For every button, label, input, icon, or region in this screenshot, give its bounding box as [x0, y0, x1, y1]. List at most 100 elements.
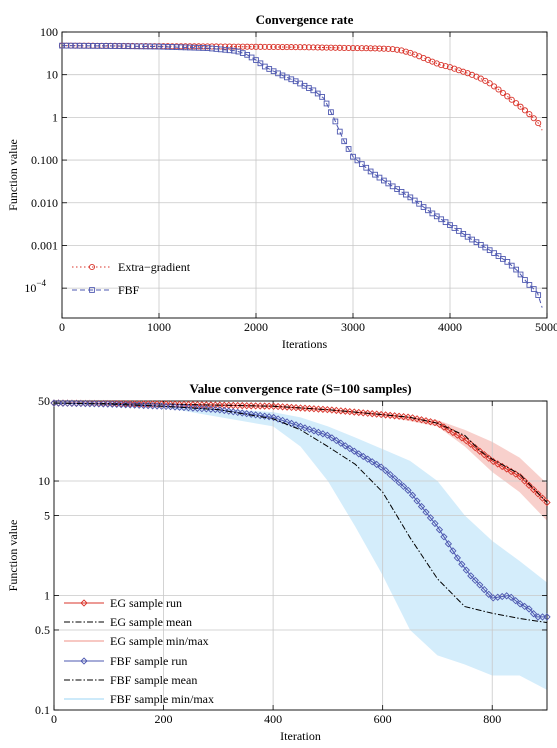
chart1-series-1-point-44 [253, 57, 259, 63]
chart2-series-3-point-106 [525, 605, 533, 613]
chart2-series-3-point-49 [269, 413, 278, 422]
chart1-series-0-point-58 [314, 44, 321, 51]
chart1-series-1-point-107 [530, 286, 537, 292]
chart1-series-1-line [61, 45, 543, 308]
chart1-xtick-5: 5000 [535, 320, 557, 334]
chart2-series-3-point-63 [332, 436, 340, 445]
chart1-series-0-point-101 [504, 93, 511, 100]
chart2-series-0-point-57 [305, 404, 314, 413]
chart1-series-1-point-72 [376, 174, 383, 181]
chart2-grid [54, 401, 547, 710]
chart2-series-3-point-97 [485, 590, 493, 599]
chart2-series-0-point-50 [274, 402, 282, 411]
chart1-series-0-point-43 [248, 43, 255, 50]
chart1-series-1-point-85 [433, 213, 440, 220]
chart1-series-0-point-77 [398, 47, 405, 54]
chart1-series-0-point-67 [354, 45, 361, 52]
chart2-series-3-point-78 [399, 482, 408, 491]
chart1-series-0-point-98 [491, 83, 498, 90]
chart1-series-0-point-76 [394, 46, 401, 53]
chart1-series-1-point-58 [314, 90, 321, 97]
chart1-series-1-point-103 [513, 266, 519, 273]
chart1-x-axis-label: Iterations [282, 337, 328, 350]
chart2-x-axis-label: Iteration [280, 729, 321, 743]
chart2-legend-item-2-label: EG sample min/max [110, 634, 209, 648]
chart2-series-0-point-109 [538, 494, 547, 502]
chart1-legend-item-0-marker [88, 263, 96, 271]
chart2-series-3-point-32 [193, 404, 202, 412]
chart2-bands [54, 402, 547, 690]
chart2-series-3-point-33 [198, 405, 206, 413]
chart1-series-0-point-71 [371, 45, 379, 52]
chart1-title: Convergence rate [256, 12, 354, 27]
chart2-series-0-point-54 [292, 404, 300, 412]
chart2-series-3-point-30 [184, 404, 193, 412]
chart1-series-0-point-52 [288, 44, 295, 51]
chart1-ytick-1: 10 [46, 68, 58, 82]
chart2-series-0-point-73 [377, 410, 385, 419]
chart2-series-3-point-65 [341, 442, 349, 450]
chart1-series-0-point-100 [499, 89, 506, 96]
chart1-series-0-point-41 [239, 43, 246, 50]
chart2-series-0-point-71 [368, 410, 376, 418]
chart2-xtick-0: 0 [51, 712, 57, 726]
chart1-ytick-3: 0.100 [31, 153, 58, 167]
chart1-series-0-point-72 [376, 45, 383, 52]
chart2-series-0-point-99 [494, 460, 502, 468]
chart1-series-1-point-60 [323, 100, 330, 107]
chart1-series-1-point-73 [381, 177, 387, 184]
chart2-series-4-line [53, 402, 548, 624]
chart1-ytick-6: 10−4 [24, 278, 46, 295]
chart2-series-3-point-83 [422, 508, 430, 516]
chart2-series-3-point-60 [319, 430, 327, 438]
chart2-series-0-point-64 [337, 407, 345, 415]
chart2-series-0-point-107 [529, 485, 538, 494]
chart2-series-0-point-105 [520, 477, 529, 485]
chart1-series-0-point-42 [244, 43, 251, 50]
chart2-series-3-point-104 [516, 600, 524, 608]
chart2-series-0-point-84 [426, 418, 435, 426]
chart2-series-3-point-31 [189, 404, 197, 412]
chart1-series-0-point-51 [283, 44, 290, 51]
chart2-series-3-point-101 [503, 592, 511, 600]
chart2-band-1 [54, 402, 547, 690]
chart2-series-3-point-94 [471, 576, 479, 585]
chart1-series-1-point-87 [442, 219, 449, 226]
chart2-series-0-point-95 [476, 447, 484, 455]
chart2-series-3-point-71 [368, 458, 376, 466]
chart1-series-0-point-47 [266, 43, 273, 50]
chart2-legend-item-3-label: FBF sample run [110, 654, 187, 668]
chart1-series-1-point-104 [517, 271, 524, 278]
chart2-legend: EG sample run EG sample mean EG sample min… [64, 596, 214, 706]
chart2-series-3-point-17 [126, 401, 134, 409]
chart2-series-0-point-97 [485, 454, 493, 462]
chart1-series-1-point-59 [319, 94, 325, 100]
chart1-series-1-point-100 [500, 256, 506, 262]
chart2-series-3-point-47 [261, 412, 269, 420]
chart2-legend-item-0-label: EG sample run [110, 596, 182, 610]
chart1-frame [61, 31, 548, 319]
chart1-series-1-point-98 [491, 250, 497, 256]
chart1-y-axis-label: Function value [6, 139, 20, 211]
chart2-series-0-point-63 [332, 406, 340, 415]
chart2-series-0-point-65 [341, 407, 349, 415]
chart2-series-3-point-67 [350, 447, 358, 455]
chart1-legend: Extra−gradient FBF [72, 260, 191, 297]
chart2-series-3-markers [50, 399, 551, 621]
chart1-series-1-point-67 [354, 157, 361, 164]
chart2-xtick-4: 800 [483, 712, 501, 726]
chart2-series-1-line [53, 402, 548, 503]
chart1-series-0-point-86 [438, 62, 445, 69]
chart2-series-3-point-61 [323, 431, 332, 439]
chart1-series-0-point-104 [517, 103, 524, 110]
chart2-series-3-point-57 [305, 425, 314, 434]
chart1-series-0-point-69 [363, 45, 370, 52]
chart1-legend-item-0-label: Extra−gradient [118, 260, 191, 274]
chart2-series-3-point-85 [431, 519, 439, 528]
chart2-series-0-point-101 [503, 465, 511, 473]
chart1-series-1-point-45 [257, 60, 264, 67]
chart2-series-3-point-41 [234, 408, 242, 417]
chart1-series-1-point-97 [486, 247, 493, 254]
chart1-series-1-point-80 [411, 197, 418, 204]
chart2-series-3-point-43 [243, 410, 251, 418]
